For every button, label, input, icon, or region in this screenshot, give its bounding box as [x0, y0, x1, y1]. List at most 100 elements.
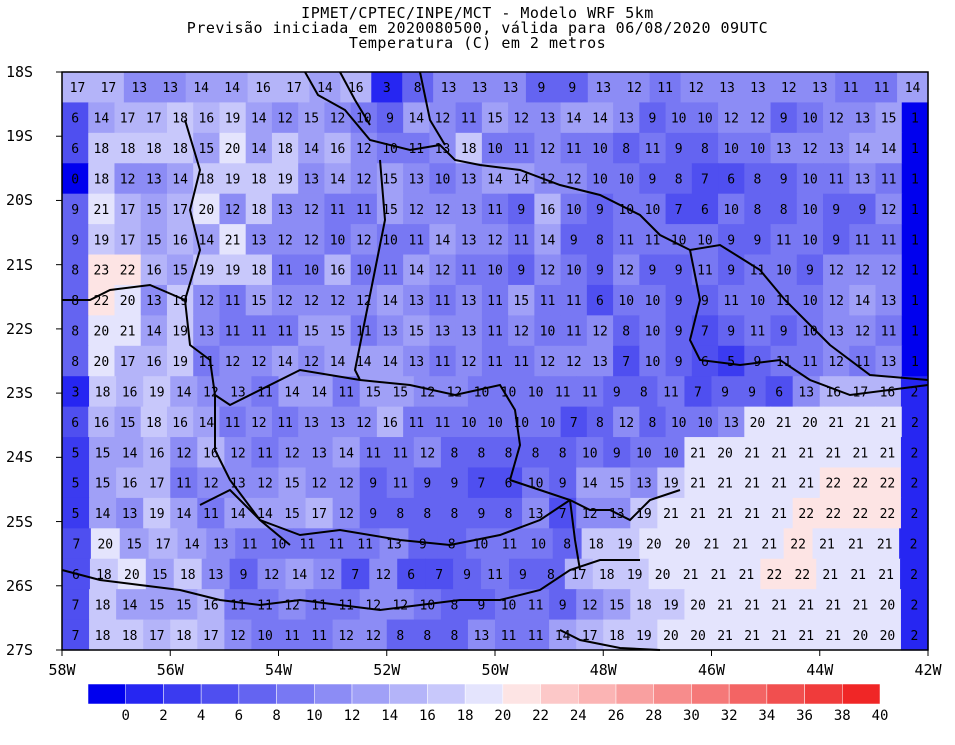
grid-value: 21: [711, 568, 727, 583]
field-cell: [738, 589, 767, 621]
grid-value: 14: [251, 142, 267, 157]
grid-value: 11: [487, 325, 503, 340]
field-cell: [89, 619, 117, 651]
field-cell: [875, 406, 903, 438]
field-cell: [166, 406, 194, 438]
grid-value: 6: [727, 172, 735, 187]
grid-value: 19: [199, 264, 215, 279]
grid-value: 3: [72, 385, 80, 400]
grid-value: 10: [530, 538, 546, 553]
field-cell: [603, 376, 631, 408]
field-cell: [866, 72, 898, 104]
grid-value: 16: [330, 264, 346, 279]
grid-value: 6: [72, 568, 80, 583]
field-cell: [770, 193, 798, 225]
grid-value: 14: [513, 172, 529, 187]
field-cell: [413, 619, 442, 651]
field-cell: [823, 406, 850, 438]
grid-value: 14: [303, 142, 319, 157]
grid-value: 16: [540, 203, 556, 218]
field-cell: [219, 163, 247, 195]
grid-value: 21: [848, 538, 864, 553]
grid-value: 14: [540, 233, 556, 248]
grid-value: 13: [719, 81, 735, 96]
grid-value: 21: [798, 629, 814, 644]
field-cell: [62, 497, 90, 529]
field-cell: [324, 345, 352, 377]
grid-value: 8: [780, 203, 788, 218]
field-cell: [560, 224, 588, 256]
field-cell: [613, 163, 640, 195]
field-cell: [534, 224, 562, 256]
grid-value: 22: [825, 507, 841, 522]
grid-value: 10: [303, 264, 319, 279]
field-cell: [298, 254, 326, 286]
grid-value: 8: [450, 629, 458, 644]
grid-value: 11: [435, 294, 451, 309]
grid-value: 9: [519, 568, 527, 583]
grid-value: 21: [828, 416, 844, 431]
field-cell: [718, 345, 745, 377]
field-cell: [796, 193, 824, 225]
colorbar-label: 38: [833, 708, 851, 724]
grid-value: 14: [176, 385, 192, 400]
grid-value: 17: [146, 112, 162, 127]
field-cell: [332, 376, 361, 408]
field-cell: [841, 528, 871, 560]
grid-value: 7: [72, 598, 80, 613]
grid-value: 18: [95, 629, 111, 644]
grid-value: 17: [172, 203, 188, 218]
field-cell: [403, 254, 430, 286]
grid-value: 8: [423, 629, 431, 644]
field-cell: [376, 315, 404, 347]
field-cell: [251, 467, 280, 499]
field-cell: [359, 619, 388, 651]
field-cell: [534, 345, 562, 377]
grid-value: 5: [72, 477, 80, 492]
grid-value: 17: [120, 112, 136, 127]
colorbar-swatch: [615, 683, 654, 705]
grid-value: 1: [911, 233, 919, 248]
x-axis-label: 58W: [48, 661, 76, 679]
field-cell: [765, 589, 794, 621]
grid-value: 13: [131, 81, 147, 96]
field-cell: [166, 284, 194, 316]
field-cell: [305, 376, 334, 408]
grid-value: 20: [120, 294, 136, 309]
grid-value: 9: [832, 233, 840, 248]
grid-value: 18: [251, 172, 267, 187]
y-axis-label: 21S: [6, 255, 34, 274]
field-cell: [534, 315, 562, 347]
grid-value: 17: [155, 538, 171, 553]
grid-value: 19: [277, 172, 293, 187]
x-axis-label: 54W: [264, 661, 293, 679]
grid-value: 21: [717, 477, 733, 492]
field-cell: [765, 437, 794, 469]
grid-value: 20: [663, 629, 679, 644]
colorbar-swatch: [200, 683, 240, 705]
field-cell: [649, 72, 682, 104]
grid-value: 21: [853, 446, 869, 461]
grid-value: 8: [71, 264, 79, 279]
grid-value: 10: [540, 325, 556, 340]
colorbar-swatch: [766, 683, 805, 705]
grid-value: 13: [146, 294, 162, 309]
grid-value: 14: [382, 294, 398, 309]
grid-value: 11: [487, 568, 503, 583]
field-cell: [429, 224, 457, 256]
grid-value: 20: [94, 325, 110, 340]
grid-value: 13: [199, 325, 215, 340]
grid-value: 12: [447, 385, 463, 400]
field-cell: [324, 224, 352, 256]
field-cell: [691, 163, 719, 195]
grid-value: 12: [320, 568, 336, 583]
field-cell: [170, 467, 198, 499]
grid-value: 7: [351, 568, 359, 583]
field-cell: [278, 497, 307, 529]
grid-value: 21: [744, 629, 760, 644]
field-cell: [495, 589, 523, 621]
field-cell: [332, 619, 361, 651]
field-cell: [193, 284, 221, 316]
grid-value: 19: [94, 233, 110, 248]
grid-value: 10: [802, 203, 818, 218]
